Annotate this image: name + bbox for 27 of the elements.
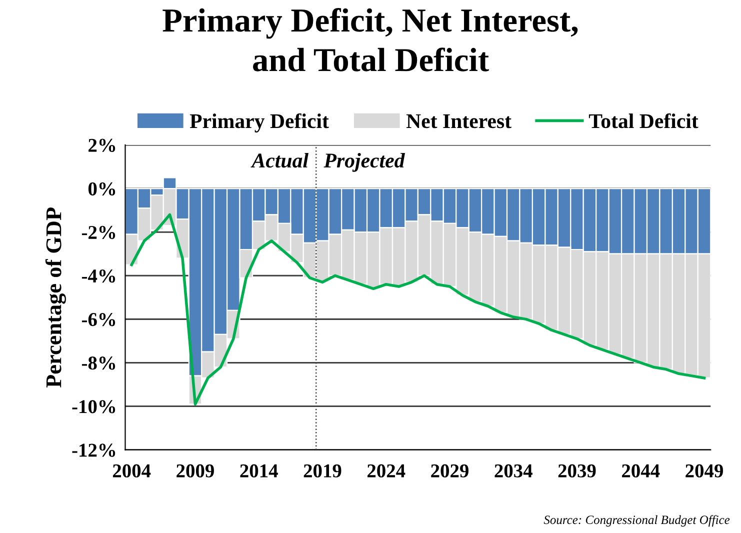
y-tick-label: -4% <box>82 269 116 283</box>
y-tick-label: 0% <box>88 182 116 196</box>
x-tick-label: 2024 <box>367 464 406 478</box>
x-tick-label: 2034 <box>494 464 532 478</box>
source-note: Source: Congressional Budget Office <box>544 515 730 527</box>
y-tick-label: -10% <box>72 400 116 414</box>
line-series <box>130 213 706 406</box>
y-tick-label: -12% <box>72 444 116 457</box>
y-tick-label: -6% <box>82 313 116 326</box>
x-tick-label: 2029 <box>431 464 468 478</box>
legend-label: Net Interest <box>406 114 512 128</box>
annotation: Actual <box>250 152 308 168</box>
annotation: Projected <box>324 152 405 172</box>
y-tick-label: -8% <box>82 356 116 370</box>
y-axis-title: Percentage of GDP <box>45 208 66 388</box>
x-tick-label: 2004 <box>112 464 151 478</box>
x-tick-label: 2009 <box>176 464 214 478</box>
x-tick-label: 2019 <box>304 464 342 478</box>
x-tick-label: 2049 <box>686 464 723 478</box>
x-tick-label: 2014 <box>240 464 278 478</box>
legend-label: Primary Deficit <box>190 113 329 132</box>
chart-title: Primary Deficit, Net Interest, and Total Deficit <box>162 8 578 72</box>
legend-label: Total Deficit <box>588 113 698 128</box>
y-tick-label: 2% <box>88 138 116 152</box>
y-tick-label: -2% <box>82 226 116 240</box>
x-tick-label: 2039 <box>558 464 596 478</box>
x-tick-label: 2044 <box>622 464 660 478</box>
